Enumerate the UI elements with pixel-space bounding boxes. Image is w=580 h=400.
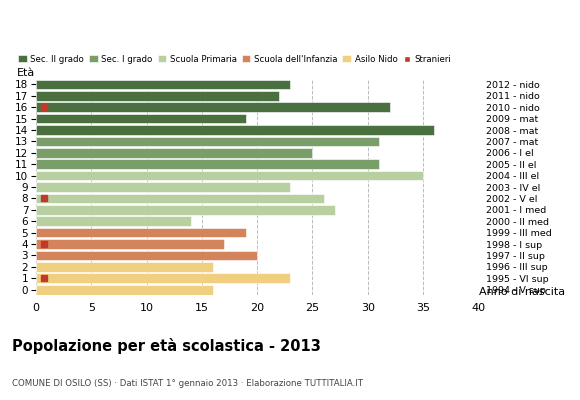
Bar: [36, 251, 257, 260]
Bar: [36, 148, 313, 158]
Bar: [36, 125, 434, 135]
Bar: [36, 216, 191, 226]
Bar: [36, 102, 390, 112]
Legend: Sec. II grado, Sec. I grado, Scuola Primaria, Scuola dell'Infanzia, Asilo Nido, : Sec. II grado, Sec. I grado, Scuola Prim…: [18, 55, 451, 64]
Bar: [36, 171, 423, 180]
Bar: [36, 159, 379, 169]
Bar: [36, 80, 291, 89]
Bar: [36, 136, 379, 146]
Bar: [36, 274, 291, 283]
Text: Anno di nascita: Anno di nascita: [479, 286, 565, 296]
Bar: [36, 228, 246, 238]
Bar: [36, 182, 291, 192]
Bar: [36, 285, 213, 294]
Text: COMUNE DI OSILO (SS) · Dati ISTAT 1° gennaio 2013 · Elaborazione TUTTITALIA.IT: COMUNE DI OSILO (SS) · Dati ISTAT 1° gen…: [12, 379, 362, 388]
Bar: [36, 114, 246, 124]
Text: Età: Età: [17, 68, 35, 78]
Text: Popolazione per età scolastica - 2013: Popolazione per età scolastica - 2013: [12, 338, 321, 354]
Bar: [36, 194, 324, 203]
Bar: [36, 262, 213, 272]
Bar: [36, 91, 280, 101]
Bar: [36, 239, 224, 249]
Bar: [36, 205, 335, 215]
